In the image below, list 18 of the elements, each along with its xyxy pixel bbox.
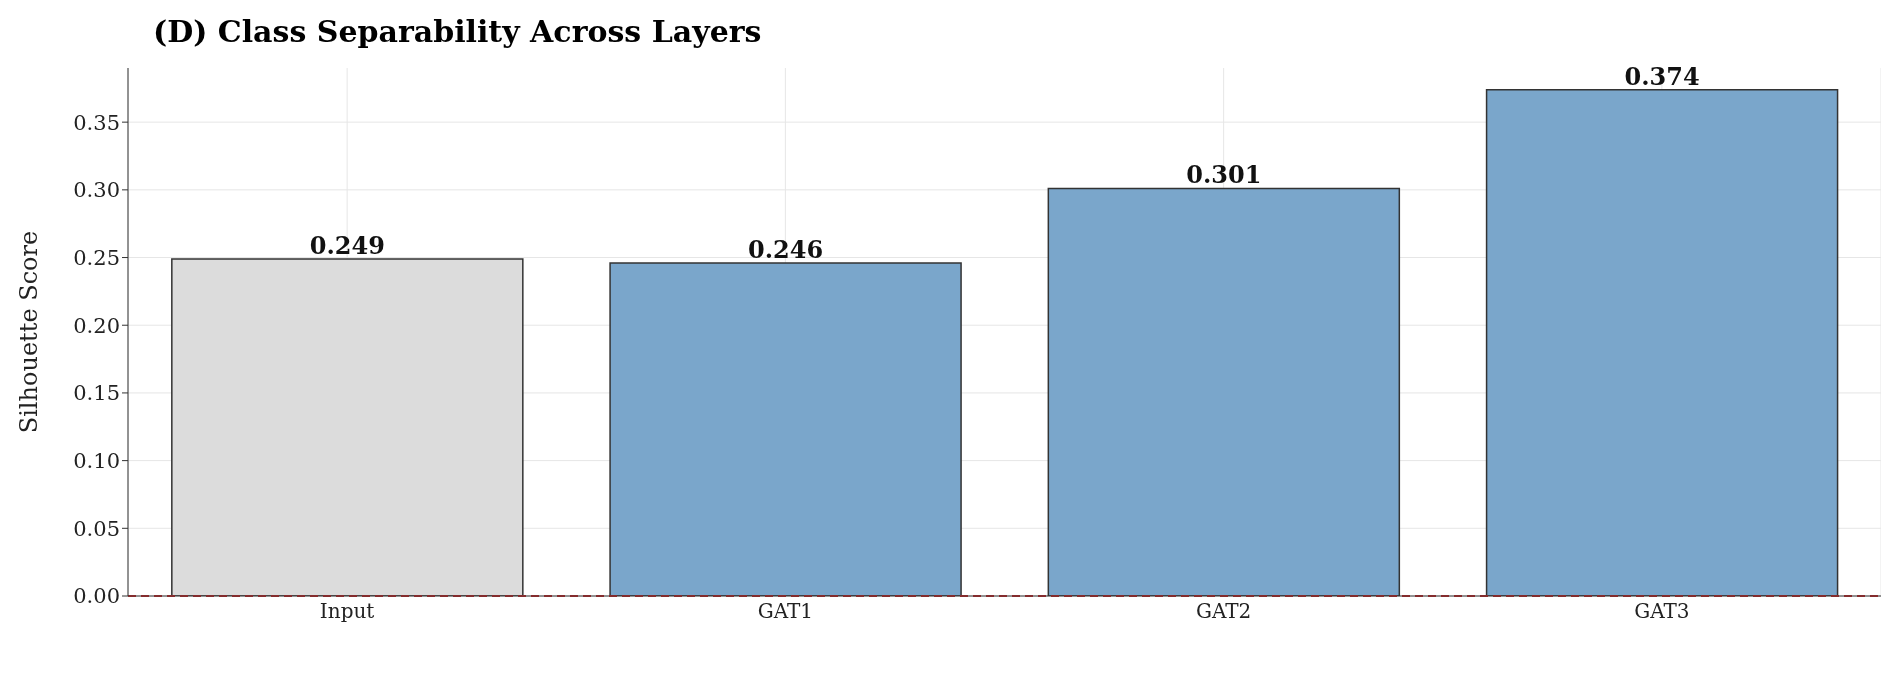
y-tick-label: 0.10 [73, 449, 120, 474]
y-tick-label: 0.20 [73, 313, 120, 338]
x-tick-label: Input [319, 599, 375, 624]
y-tick-label: 0.35 [73, 110, 120, 135]
data-label: 0.301 [1186, 160, 1262, 190]
data-label: 0.249 [309, 230, 385, 260]
x-tick-label: GAT2 [1195, 599, 1252, 624]
y-tick-label: 0.05 [73, 516, 120, 541]
x-tick-label: GAT1 [757, 599, 814, 624]
y-tick-label: 0.15 [73, 381, 120, 406]
chart-title: (D) Class Separability Across Layers [153, 13, 763, 51]
y-tick-label: 0.25 [73, 245, 120, 270]
data-label: 0.374 [1624, 61, 1700, 91]
data-label: 0.246 [748, 234, 824, 264]
y-tick-label: 0.00 [73, 584, 120, 609]
y-axis-title: Silhouette Score [14, 230, 43, 434]
y-tick-label: 0.30 [73, 178, 120, 203]
x-tick-label: GAT3 [1634, 599, 1690, 624]
